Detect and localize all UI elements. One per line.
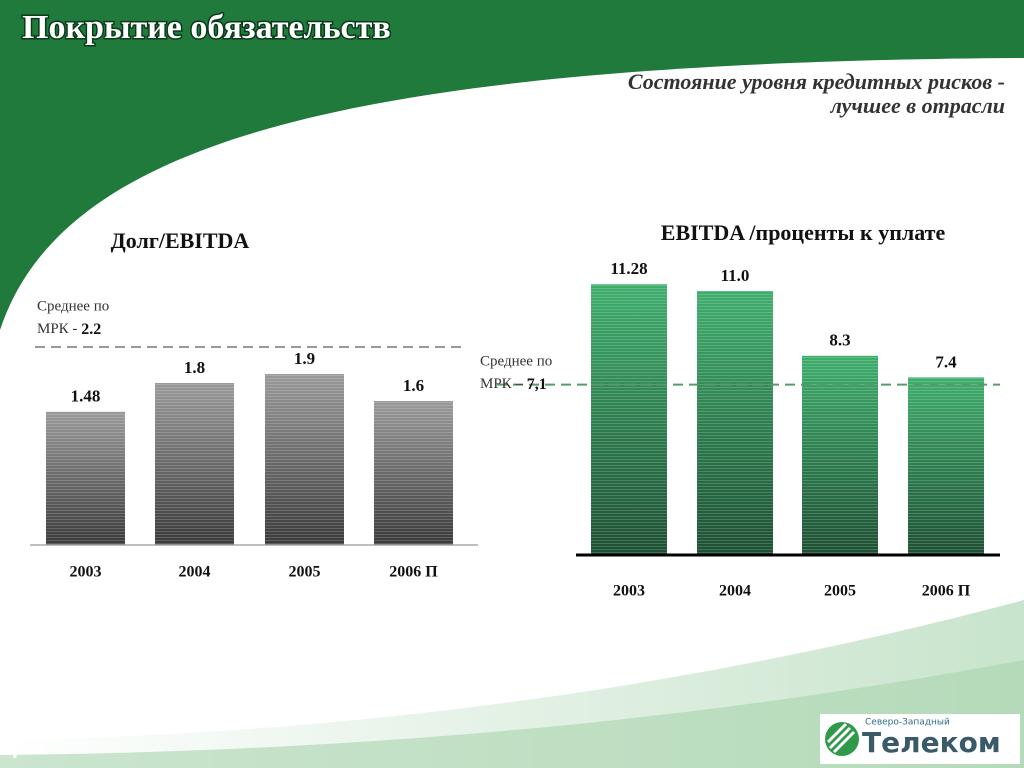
chart-title: EBITDA /проценты к уплате xyxy=(661,220,946,245)
bar-texture xyxy=(265,374,344,545)
subtitle: лучшее в отрасли xyxy=(830,93,1005,118)
value-label: 7.4 xyxy=(935,352,957,371)
reference-label: МРК – 7,1 xyxy=(480,376,547,393)
logo-icon xyxy=(826,722,856,754)
value-label: 1.48 xyxy=(71,387,101,406)
logo-icon xyxy=(825,722,859,756)
bar-texture xyxy=(697,291,773,555)
chart-title: Долг/EBITDA xyxy=(111,228,250,253)
x-tick-label: 2004 xyxy=(719,583,751,600)
value-label: 8.3 xyxy=(829,331,850,350)
x-tick-label: 2005 xyxy=(289,564,321,581)
reference-label: Среднее по xyxy=(480,353,552,369)
logo-small: Северо-Западный xyxy=(865,718,950,728)
subtitle: Состояние уровня кредитных рисков - xyxy=(628,69,1005,94)
x-tick-label: 2004 xyxy=(179,564,211,581)
reference-label: МРК - 2.2 xyxy=(37,321,101,338)
value-label: 1.8 xyxy=(184,358,205,377)
x-tick-label: 2005 xyxy=(824,583,856,600)
value-label: 1.9 xyxy=(294,349,315,368)
bar-texture xyxy=(46,411,125,545)
bottom-wave xyxy=(0,660,1024,768)
value-label: 1.6 xyxy=(403,376,424,395)
bar-texture xyxy=(908,377,984,555)
x-tick-label: 2003 xyxy=(613,583,645,600)
reference-value: 2.2 xyxy=(81,321,101,338)
bar-texture xyxy=(591,284,667,555)
bar-texture xyxy=(155,383,234,545)
value-label: 11.0 xyxy=(721,266,750,285)
reference-label: МРК - xyxy=(37,321,81,337)
value-label: 11.28 xyxy=(610,259,647,278)
reference-label: Среднее по xyxy=(37,298,109,314)
bar-texture xyxy=(802,355,878,555)
slide-title: Покрытие обязательств xyxy=(22,9,391,46)
bar-texture xyxy=(374,401,453,545)
reference-value: 7,1 xyxy=(527,376,547,393)
logo-text: Телеком xyxy=(862,726,1001,759)
white-area xyxy=(0,58,1024,768)
reference-label: МРК – xyxy=(480,376,527,392)
x-tick-label: 2003 xyxy=(70,564,102,581)
x-tick-label: 2006 П xyxy=(922,583,971,600)
page-number: 7 xyxy=(10,738,22,763)
x-tick-label: 2006 П xyxy=(389,564,438,581)
